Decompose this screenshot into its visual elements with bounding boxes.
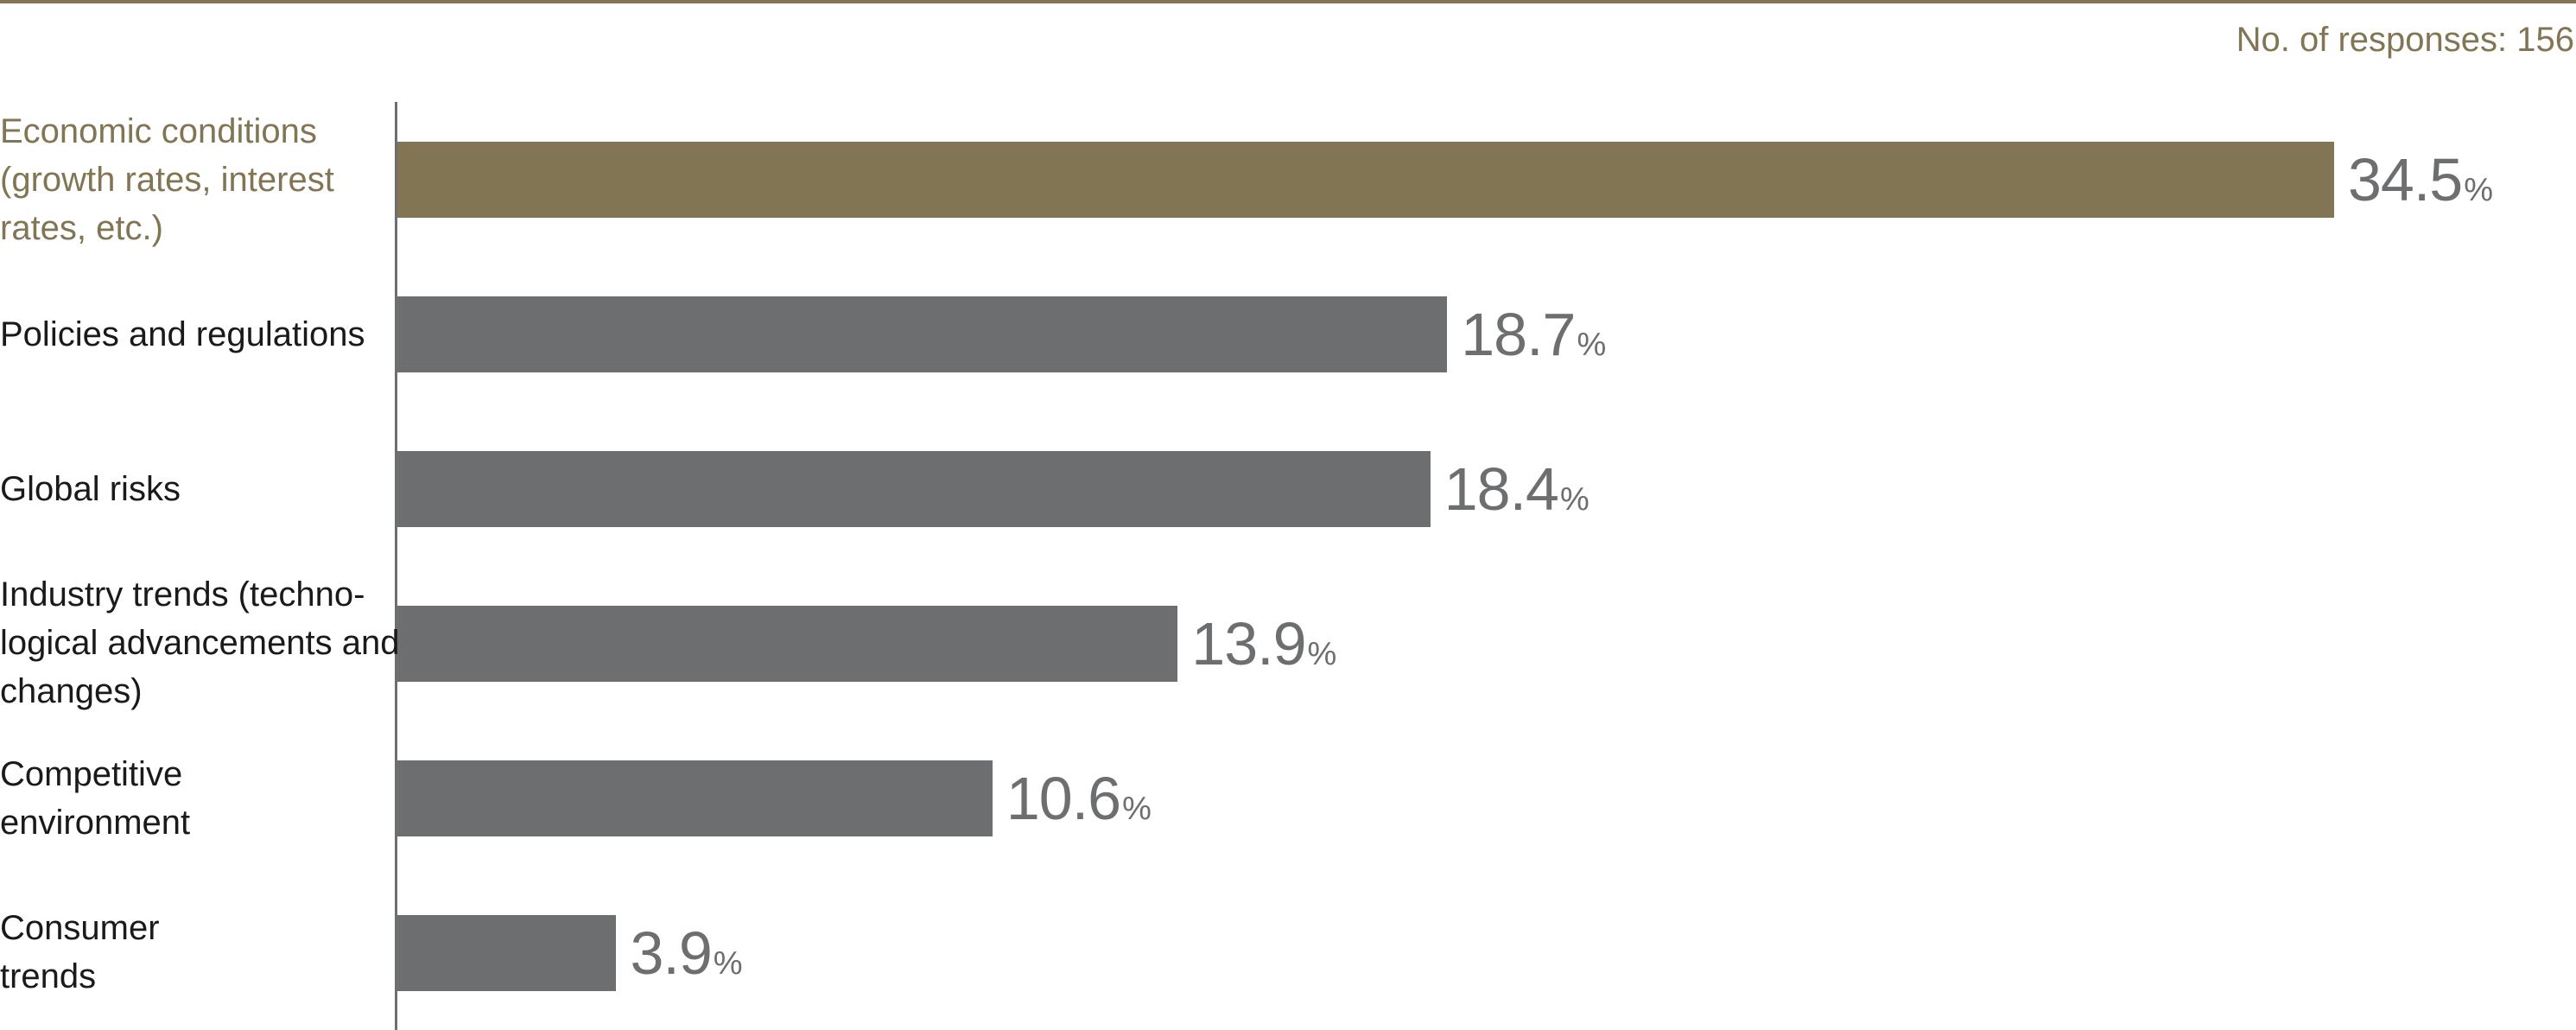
top-rule (0, 0, 2576, 3)
value-number: 13.9 (1191, 610, 1306, 677)
value-number: 3.9 (630, 919, 712, 987)
bar (397, 451, 1431, 527)
value-label: 34.5% (2348, 142, 2493, 235)
bar (397, 296, 1448, 372)
category-label: Economic conditions (growth rates, inter… (0, 112, 334, 247)
bar (397, 142, 2334, 218)
category-label: Competitive environment (0, 755, 191, 842)
value-label: 18.7% (1461, 296, 1606, 390)
category-label: Consumer trends (0, 909, 160, 995)
value-number: 10.6 (1006, 765, 1121, 832)
value-label: 13.9% (1191, 606, 1336, 699)
bar (397, 606, 1178, 682)
value-number: 18.4 (1443, 455, 1559, 523)
bar (397, 915, 617, 991)
value-unit: % (2464, 172, 2493, 208)
category-label: Policies and regulations (0, 315, 365, 353)
value-unit: % (1559, 481, 1589, 518)
value-label: 3.9% (630, 915, 743, 1008)
value-label: 18.4% (1444, 451, 1589, 544)
value-number: 18.7 (1461, 301, 1576, 368)
responses-count: No. of responses: 156 (2236, 21, 2574, 59)
value-unit: % (1577, 327, 1606, 363)
category-label: Global risks (0, 470, 181, 508)
category-axis-line (395, 102, 397, 1030)
value-unit: % (1122, 791, 1152, 827)
bar (397, 760, 993, 836)
value-unit: % (713, 945, 743, 982)
value-label: 10.6% (1006, 760, 1152, 854)
value-unit: % (1307, 636, 1337, 672)
category-label: Industry trends (techno- logical advance… (0, 575, 400, 710)
value-number: 34.5 (2348, 146, 2463, 213)
